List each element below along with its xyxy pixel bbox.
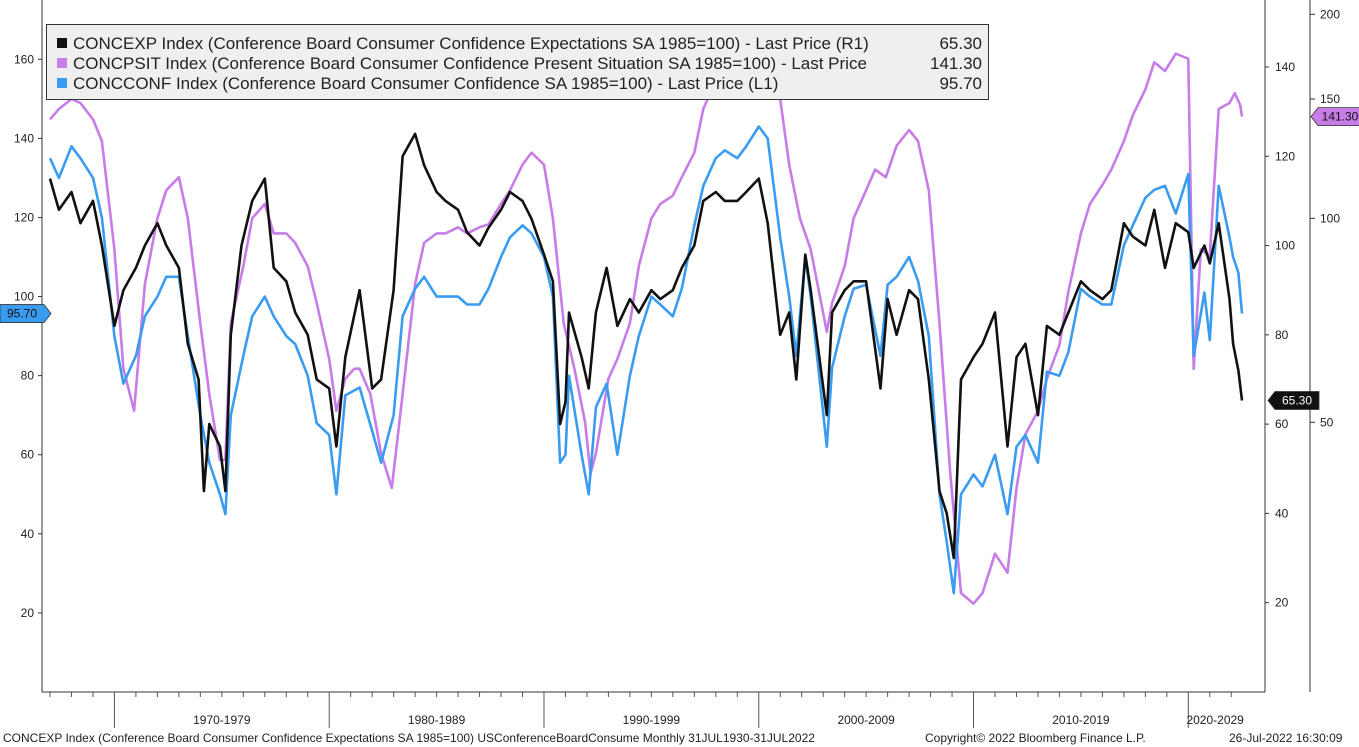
- last-value-tag-l1-shape: [0, 304, 52, 323]
- legend-label-concexp: CONCEXP Index (Conference Board Consumer…: [73, 34, 869, 53]
- legend-value-concconf: 95.70: [939, 74, 982, 93]
- last-value-tag-l1: 95.70: [0, 304, 52, 323]
- last-value-tag-r1: 65.30: [1267, 391, 1320, 410]
- right-axis-2-tick-label: 200: [1320, 7, 1340, 21]
- footer-copyright: Copyright© 2022 Bloomberg Finance L.P.: [925, 731, 1146, 745]
- right-axis-tick-label: 60: [1275, 417, 1289, 431]
- series-line-r1: [48, 132, 1244, 560]
- legend-swatch-concpsit: [57, 58, 67, 68]
- left-axis-tick-label: 140: [14, 131, 34, 145]
- decade-label: 1970-1979: [193, 713, 251, 727]
- axes-group: 20 40 60 80 100 120 140 160 20 40 60 80 100 120 140 50 1…: [14, 0, 1340, 728]
- decade-label: 2020-2029: [1186, 713, 1244, 727]
- legend: CONCEXP Index (Conference Board Consumer…: [46, 24, 989, 100]
- right-axis-tick-label: 120: [1275, 149, 1295, 163]
- legend-value-concpsit: 141.30: [930, 54, 982, 73]
- legend-label-concpsit: CONCPSIT Index (Conference Board Consume…: [73, 54, 867, 73]
- right-axis-tick-label: 100: [1275, 239, 1295, 253]
- last-value-tag-r2-label: 141.30: [1322, 110, 1359, 124]
- right-axis-2-tick-label: 50: [1320, 415, 1334, 429]
- right-axis-tick-label: 80: [1275, 328, 1289, 342]
- legend-value-concexp: 65.30: [939, 34, 982, 53]
- right-axis-2-tick-label: 100: [1320, 211, 1340, 225]
- footer-description: CONCEXP Index (Conference Board Consumer…: [3, 731, 815, 745]
- last-value-tag-r1-label: 65.30: [1282, 393, 1312, 407]
- right-axis-tick-label: 140: [1275, 60, 1295, 74]
- legend-entry-concpsit: CONCPSIT Index (Conference Board Consume…: [57, 54, 867, 74]
- right-axis-tick-label: 40: [1275, 506, 1289, 520]
- right-axis-2-tick-label: 150: [1320, 92, 1340, 106]
- series-line-r2: [49, 44, 1244, 605]
- last-value-tag-r1-shape: [1267, 391, 1320, 410]
- decade-label: 2000-2009: [837, 713, 895, 727]
- left-axis-tick-label: 120: [14, 210, 34, 224]
- left-axis-tick-label: 20: [21, 606, 35, 620]
- left-axis-tick-label: 160: [14, 52, 34, 66]
- left-axis-tick-label: 100: [14, 290, 34, 304]
- last-value-tags: 95.70 65.30 141.30: [0, 107, 1359, 410]
- legend-swatch-concexp: [57, 38, 67, 48]
- last-value-tag-l1-label: 95.70: [7, 307, 37, 321]
- footer-timestamp: 26-Jul-2022 16:30:09: [1229, 731, 1343, 745]
- left-axis-tick-label: 60: [21, 448, 35, 462]
- series-group: [48, 44, 1244, 605]
- right-axis-tick-label: 20: [1275, 596, 1289, 610]
- decade-label: 2010-2019: [1052, 713, 1110, 727]
- legend-label-concconf: CONCCONF Index (Conference Board Consume…: [73, 74, 779, 93]
- legend-entry-concexp: CONCEXP Index (Conference Board Consumer…: [57, 34, 869, 54]
- series-line-l1: [48, 125, 1244, 595]
- decade-label: 1980-1989: [408, 713, 466, 727]
- left-axis-tick-label: 80: [21, 369, 35, 383]
- legend-swatch-concconf: [57, 78, 67, 88]
- decade-label: 1990-1999: [623, 713, 681, 727]
- last-value-tag-r2: 141.30: [1310, 107, 1359, 127]
- left-axis-tick-label: 40: [21, 527, 35, 541]
- last-value-tag-r2-shape: [1310, 107, 1359, 127]
- legend-entry-concconf: CONCCONF Index (Conference Board Consume…: [57, 74, 778, 94]
